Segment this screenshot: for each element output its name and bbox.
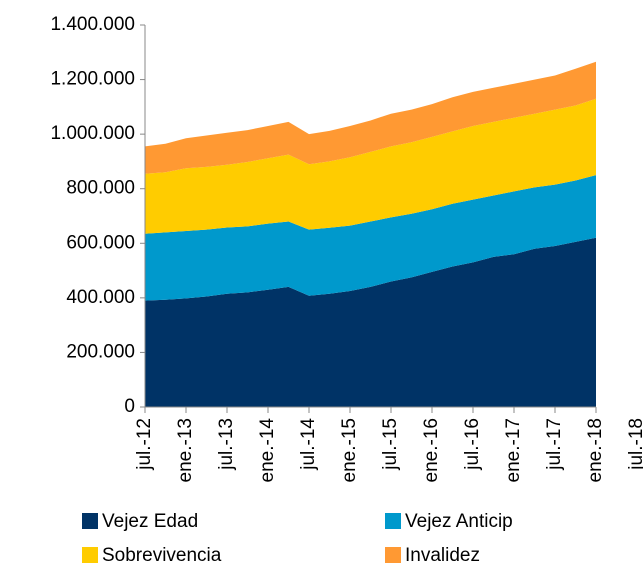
x-tick-label: jul.-14 [298, 418, 319, 471]
y-tick-label: 1.000.000 [50, 123, 135, 144]
legend-label: Invalidez [405, 545, 480, 566]
y-tick-label: 800.000 [66, 178, 135, 199]
area [145, 98, 596, 234]
legend-label: Vejez Edad [102, 511, 198, 532]
x-tick-label: jul.-13 [216, 418, 237, 471]
y-tick-label: 0 [124, 396, 135, 417]
area [145, 175, 596, 301]
area [145, 237, 596, 407]
x-tick-label: ene.-16 [421, 418, 442, 482]
area [145, 61, 596, 174]
x-tick-label: jul.-15 [380, 418, 401, 471]
legend-label: Vejez Anticip [405, 511, 513, 532]
x-tick-label: ene.-17 [503, 418, 524, 482]
legend-swatch [385, 547, 401, 563]
y-tick-label: 600.000 [66, 232, 135, 253]
y-tick-label: 400.000 [66, 287, 135, 308]
x-tick-label: jul.-18 [626, 418, 643, 471]
legend-swatch [385, 513, 401, 529]
legend-label: Sobrevivencia [102, 545, 222, 566]
x-tick-label: ene.-14 [257, 418, 278, 483]
y-tick-label: 1.200.000 [50, 69, 135, 90]
x-tick-label: ene.-18 [585, 418, 606, 482]
x-tick-label: jul.-17 [544, 418, 565, 471]
y-tick-label: 1.400.000 [50, 14, 135, 35]
x-tick-label: jul.-12 [134, 418, 155, 471]
x-tick-label: ene.-13 [175, 418, 196, 482]
x-tick-label: ene.-15 [339, 418, 360, 482]
legend-swatch [82, 513, 98, 529]
x-tick-label: jul.-16 [462, 418, 483, 471]
y-tick-label: 200.000 [66, 341, 135, 362]
legend-swatch [82, 547, 98, 563]
